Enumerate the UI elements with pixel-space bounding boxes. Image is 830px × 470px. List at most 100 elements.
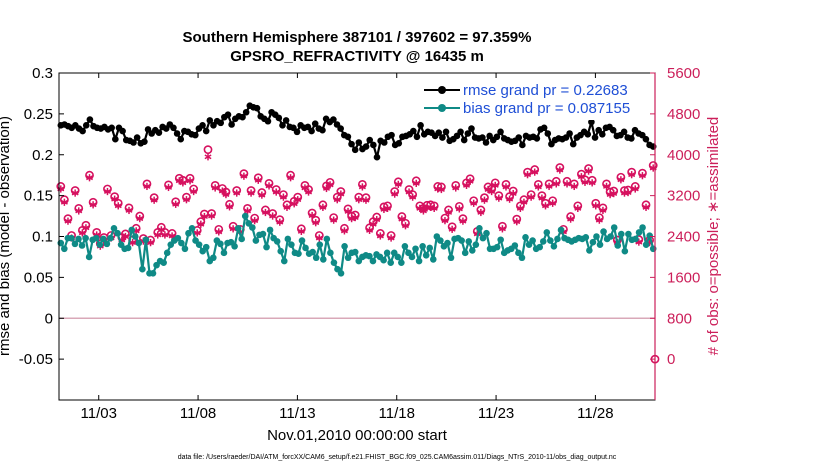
obs-assimilated-marker xyxy=(326,181,334,189)
bias-point xyxy=(231,243,238,250)
rmse-series xyxy=(57,102,657,161)
rmse-point xyxy=(366,136,374,144)
chart-title-line1: Southern Hemisphere 387101 / 397602 = 97… xyxy=(183,29,532,46)
bias-point xyxy=(476,225,483,232)
bias-point xyxy=(114,229,121,237)
obs-assimilated-marker xyxy=(114,202,122,210)
obs-assimilated-marker xyxy=(190,187,198,196)
rmse-point xyxy=(355,139,363,146)
rmse-point xyxy=(439,134,446,141)
obs-assimilated-marker xyxy=(603,182,611,191)
y-tick-label-left: 0.25 xyxy=(24,106,53,123)
bias-point xyxy=(234,225,242,232)
obs-assimilated-marker xyxy=(394,180,402,188)
bias-point xyxy=(635,229,643,236)
obs-assimilated-marker xyxy=(409,193,417,201)
obs-assimilated-marker xyxy=(172,200,180,208)
obs-assimilated-marker xyxy=(545,182,553,191)
bias-point xyxy=(483,229,490,237)
obs-assimilated-marker xyxy=(567,215,575,223)
bias-point xyxy=(124,244,132,252)
obs-assimilated-marker xyxy=(351,213,359,222)
obs-assimilated-marker xyxy=(455,205,463,213)
rmse-point xyxy=(410,127,417,135)
rmse-point xyxy=(199,122,206,129)
bias-point xyxy=(426,244,434,252)
obs-assimilated-marker xyxy=(215,228,223,236)
obs-assimilated-marker xyxy=(506,195,514,203)
y-tick-label-right: 4800 xyxy=(667,106,700,123)
bias-point xyxy=(518,254,526,262)
obs-assimilated-marker xyxy=(369,220,377,228)
rmse-point xyxy=(362,143,370,150)
rmse-point xyxy=(108,124,115,132)
rmse-point xyxy=(264,117,272,125)
bias-point xyxy=(422,252,430,259)
obs-assimilated-marker xyxy=(524,171,532,179)
rmse-point xyxy=(588,118,595,126)
obs-assimilated-marker xyxy=(617,176,625,184)
bias-point xyxy=(139,265,146,273)
bias-point xyxy=(344,254,352,262)
bias-point xyxy=(401,243,409,250)
bias-point xyxy=(263,243,270,251)
obs-assimilated-marker xyxy=(477,208,485,217)
bias-point xyxy=(632,235,639,243)
bias-point xyxy=(646,232,653,239)
bias-point xyxy=(366,252,373,260)
y-tick-label-right: 5600 xyxy=(667,65,700,82)
obs-assimilated-marker xyxy=(111,195,119,203)
obs-assimilated-marker xyxy=(376,232,384,240)
obs-assimilated-marker xyxy=(419,207,427,215)
obs-assimilated-marker xyxy=(534,183,542,191)
bias-point xyxy=(316,241,324,248)
obs-assimilated-marker xyxy=(186,177,194,185)
obs-assimilated-marker xyxy=(563,180,571,188)
obs-assimilated-marker xyxy=(624,188,632,197)
obs-assimilated-marker xyxy=(599,206,607,215)
obs-assimilated-marker xyxy=(459,217,467,225)
obs-assimilated-marker xyxy=(452,184,460,192)
obs-assimilated-marker xyxy=(340,227,348,235)
obs-assimilated-marker xyxy=(556,166,564,174)
bias-point xyxy=(185,229,192,237)
data-file-footnote: data file: /Users/raeder/DAI/ATM_forcXX/… xyxy=(178,454,617,461)
bias-point xyxy=(429,256,437,263)
rmse-point xyxy=(628,135,635,142)
y-tick-label-right: 800 xyxy=(667,310,692,327)
bias-point xyxy=(174,234,182,242)
bias-point xyxy=(277,247,285,255)
obs-assimilated-marker xyxy=(78,229,86,237)
rmse-point xyxy=(311,120,319,127)
bias-point xyxy=(437,237,444,244)
rmse-point xyxy=(253,104,261,112)
rmse-point xyxy=(293,128,301,136)
bias-point xyxy=(387,259,395,266)
rmse-point xyxy=(533,135,541,142)
rmse-point xyxy=(497,128,504,136)
bias-point xyxy=(295,250,302,257)
obs-assimilated-marker xyxy=(513,218,521,226)
obs-assimilated-marker xyxy=(60,198,68,206)
obs-assimilated-marker xyxy=(150,196,158,204)
rmse-point xyxy=(482,139,490,146)
bias-point xyxy=(515,249,522,257)
bias-point xyxy=(415,257,423,265)
obs-assimilated-marker xyxy=(89,201,97,209)
bias-point xyxy=(479,234,487,242)
bias-point xyxy=(607,233,614,240)
bias-point xyxy=(107,234,114,242)
obs-assimilated-marker xyxy=(531,168,539,176)
obs-assimilated-marker xyxy=(638,172,646,180)
y-axis-left: 0.3 0.25 0.2 0.15 0.1 0.05 0 -0.05 xyxy=(19,65,64,368)
obs-assimilated-marker xyxy=(290,200,298,208)
rmse-point xyxy=(348,140,355,148)
rmse-point xyxy=(351,146,359,154)
rmse-point xyxy=(79,127,86,135)
obs-assimilated-marker xyxy=(333,196,341,204)
bias-point xyxy=(610,224,618,231)
bias-point xyxy=(330,259,338,266)
bias-point xyxy=(188,225,196,232)
obs-assimilated-marker xyxy=(495,194,503,202)
